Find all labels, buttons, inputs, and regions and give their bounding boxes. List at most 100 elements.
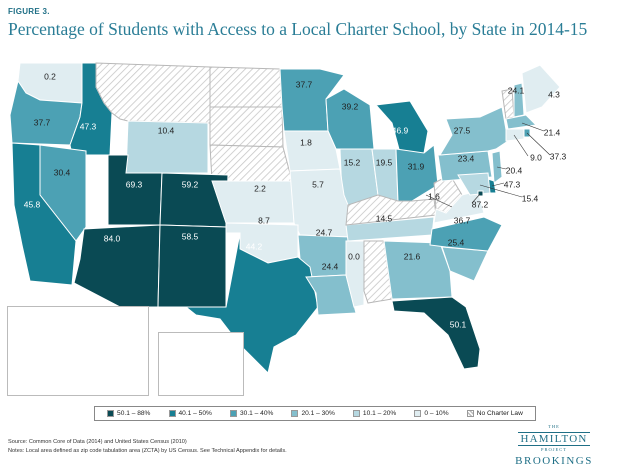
value-label-mi: 46.9 [392, 125, 409, 135]
value-label-ok: 8.7 [258, 215, 270, 225]
state-ky [345, 194, 437, 226]
value-label-oh: 31.9 [408, 161, 425, 171]
legend-item: 30.1 – 40% [229, 410, 274, 417]
value-label-pa: 23.4 [458, 153, 475, 163]
state-ca [11, 142, 77, 286]
state-sd [209, 106, 284, 148]
legend-item: 40.1 – 50% [168, 410, 212, 417]
value-label-ut: 69.3 [126, 179, 143, 189]
value-label-mn: 37.7 [296, 79, 313, 89]
state-ms [345, 240, 365, 308]
value-label-de: 47.3 [504, 179, 521, 189]
notes: Notes: Local area defined as zip code ta… [8, 448, 287, 454]
value-label-ca: 45.8 [24, 199, 41, 209]
value-label-md: 15.4 [522, 193, 539, 203]
value-label-nh: 24.1 [508, 85, 525, 95]
value-label-ia: 1.8 [300, 137, 312, 147]
brand-the: THE [548, 424, 560, 429]
page-title: Percentage of Students with Access to a … [8, 19, 588, 39]
value-label-ms: 0.0 [348, 251, 360, 261]
state-fl [391, 296, 481, 370]
value-label-nm: 58.5 [182, 231, 199, 241]
us-map: 0.2 37.7 47.3 10.4 37.7 39.2 46.9 1.8 15.2 19.5 31… [9, 62, 567, 392]
legend-label: 30.1 – 40% [239, 410, 274, 417]
state-ga [383, 240, 453, 300]
state-al [363, 240, 393, 304]
value-label-nj: 20.4 [506, 165, 523, 175]
value-label-va: 1.6 [428, 191, 440, 201]
legend-label: 0 – 10% [424, 410, 449, 417]
leader-line-md [479, 184, 523, 198]
value-label-or: 37.7 [34, 117, 51, 127]
value-label-wa: 0.2 [44, 71, 56, 81]
value-label-la: 24.4 [322, 261, 339, 271]
leader-line-ct [513, 134, 529, 157]
legend-item: 20.1 – 30% [291, 410, 335, 417]
leader-line-dc [471, 193, 481, 204]
legend-swatch [168, 410, 176, 417]
value-label-mo: 5.7 [312, 179, 324, 189]
state-ia [283, 130, 341, 172]
state-nd [209, 66, 283, 108]
state-me [521, 64, 561, 114]
brand-project: PROJECT [540, 447, 567, 452]
value-label-ma: 21.4 [544, 127, 561, 137]
leader-line-ma [521, 122, 545, 132]
state-ny [439, 106, 509, 156]
value-label-ga: 21.6 [404, 251, 421, 261]
alaska-inset [7, 306, 149, 396]
value-label-wi: 39.2 [342, 101, 359, 111]
value-label-ri: 37.3 [550, 151, 567, 161]
legend-swatch [291, 410, 299, 417]
state-ks [211, 180, 295, 224]
legend-item: 0 – 10% [414, 410, 449, 417]
brand-logo: THE HAMILTON PROJECT BROOKINGS [508, 424, 600, 467]
value-label-nv: 30.4 [54, 167, 71, 177]
legend-item: 50.1 – 88% [107, 410, 150, 417]
state-mt [95, 62, 211, 124]
legend-item: No Charter Law [466, 410, 523, 417]
value-label-wy: 10.4 [158, 125, 175, 135]
value-label-dc: 87.2 [472, 199, 489, 209]
brand-brookings: BROOKINGS [515, 455, 593, 467]
figure-label: FIGURE 3. [8, 7, 50, 16]
value-label-ar: 24.7 [316, 227, 333, 237]
state-tx [184, 232, 319, 374]
legend-label: 50.1 – 88% [117, 410, 151, 417]
leader-line-va [425, 194, 453, 208]
value-label-in: 19.5 [376, 157, 393, 167]
legend-label: No Charter Law [476, 410, 523, 417]
legend-label: 10.1 – 20% [362, 410, 397, 417]
value-label-sc: 25.4 [448, 237, 465, 247]
legend-swatch [414, 410, 422, 417]
value-label-id: 47.3 [80, 121, 97, 131]
map-legend: 50.1 – 88% 40.1 – 50% 30.1 – 40% 20.1 – 30%… [94, 406, 536, 421]
legend-swatch [466, 410, 474, 417]
brand-hamilton: HAMILTON [518, 432, 590, 446]
legend-swatch [229, 410, 237, 417]
legend-label: 40.1 – 50% [178, 410, 212, 417]
value-label-fl: 50.1 [450, 319, 467, 329]
legend-swatch [352, 410, 360, 417]
state-wi [325, 88, 375, 150]
value-label-co: 59.2 [182, 179, 199, 189]
state-md [457, 172, 491, 196]
leader-line-de [491, 182, 505, 187]
leader-line-ri [526, 132, 551, 156]
value-label-il: 15.2 [344, 157, 361, 167]
legend-swatch [107, 410, 115, 417]
state-nc [429, 216, 503, 252]
source-note: Source: Common Core of Data (2014) and U… [8, 439, 187, 445]
state-la [305, 274, 357, 316]
value-label-ny: 27.5 [454, 125, 471, 135]
state-ct [505, 128, 525, 142]
leader-line-nj [496, 166, 507, 170]
legend-item: 10.1 – 20% [352, 410, 397, 417]
value-label-nc: 36.7 [454, 215, 471, 225]
hawaii-inset [158, 332, 244, 396]
legend-label: 20.1 – 30% [301, 410, 335, 417]
value-label-tn: 14.5 [376, 213, 393, 223]
value-label-tx: 44.2 [246, 241, 263, 251]
value-label-me: 4.3 [548, 89, 560, 99]
